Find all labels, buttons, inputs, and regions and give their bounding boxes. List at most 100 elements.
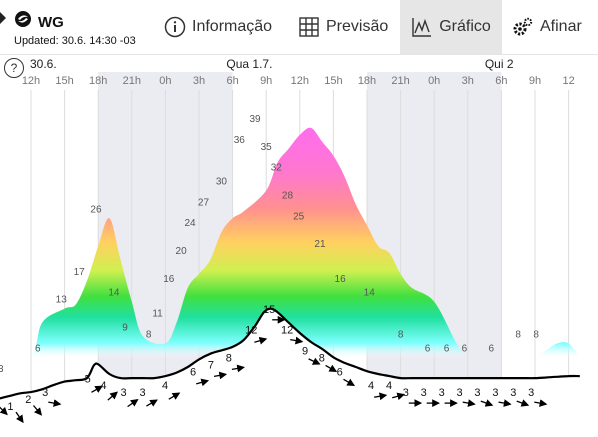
hour-tick-label: 21h [123, 75, 141, 87]
model-name: WG [38, 14, 64, 31]
hour-tick-label: 15h [324, 75, 342, 87]
gust-value-label: 21 [314, 239, 326, 250]
wind-value-label: 8 [226, 352, 232, 364]
wind-value-label: 3 [492, 387, 498, 399]
wind-value-label: 9 [302, 345, 308, 357]
tab-grafico[interactable]: Gráfico [400, 0, 502, 54]
wind-labels: 2123543346781215129864433333333 [0, 304, 548, 424]
gust-value-label: 8 [515, 329, 521, 340]
gust-labels: 3613172614981116202427303639353228252116… [0, 114, 539, 375]
wind-arrow-icon [308, 357, 321, 365]
wind-arrow-icon [213, 371, 228, 380]
hour-tick-label: 0h [428, 75, 440, 87]
wind-value-label: 5 [85, 373, 91, 385]
gust-value-label: 6 [444, 343, 450, 354]
top-bar: WG Updated: 30.6. 14:30 -03 Informação P… [0, 0, 598, 55]
gust-value-label: 8 [533, 329, 539, 340]
gust-value-label: 14 [364, 288, 376, 299]
wind-value-label: 12 [245, 325, 257, 337]
wind-arrow-icon [498, 399, 512, 407]
hour-tick-label: 12h [22, 75, 40, 87]
gust-value-label: 25 [293, 211, 305, 222]
gust-value-label: 8 [398, 329, 404, 340]
hour-tick-label: 9h [260, 75, 272, 87]
hour-tick-label: 6h [495, 75, 507, 87]
hour-tick-label: 3h [193, 75, 205, 87]
wind-value-label: 3 [439, 387, 445, 399]
wind-arrow-icon [168, 392, 181, 400]
hour-tick-label: 18h [358, 75, 376, 87]
day-label: Qua 1.7. [226, 57, 272, 71]
wind-value-label: 6 [337, 366, 343, 378]
wind-value-label: 4 [368, 380, 374, 392]
gust-value-label: 6 [462, 343, 468, 354]
wind-arrow-icon [33, 405, 43, 416]
gust-value-label: 39 [249, 114, 261, 125]
gust-value-label: 6 [35, 343, 41, 354]
hour-tick-label: 6h [226, 75, 238, 87]
wind-arrow-icon [480, 399, 494, 407]
hour-tick-label: 12 [562, 75, 574, 87]
hour-tick-label: 12h [291, 75, 309, 87]
tab-afinar-label: Afinar [540, 18, 582, 35]
gust-value-label: 17 [74, 267, 86, 278]
line-chart-icon [411, 16, 433, 38]
wind-line [0, 307, 580, 400]
wind-value-label: 15 [263, 304, 275, 316]
wind-arrow-icon [48, 399, 62, 407]
help-button[interactable]: ? [4, 58, 24, 78]
gust-value-label: 8 [146, 329, 152, 340]
gust-value-label: 13 [56, 295, 68, 306]
wind-arrow-icon [0, 406, 8, 416]
hour-tick-label: 21h [391, 75, 409, 87]
wind-value-label: 4 [162, 380, 168, 392]
tab-previsao[interactable]: Previsão [298, 0, 390, 54]
gust-value-label: 11 [152, 309, 163, 320]
gears-icon [512, 16, 534, 38]
wind-arrow-icon [290, 336, 304, 345]
wind-value-label: 3 [456, 387, 462, 399]
hour-tick-label: 15h [55, 75, 73, 87]
wind-value-label: 3 [140, 387, 146, 399]
wind-arrow-icon [146, 399, 158, 407]
wind-arrow-icon [196, 378, 210, 387]
gust-value-label: 20 [176, 246, 188, 257]
wind-value-label: 3 [120, 387, 126, 399]
wind-value-label: 8 [319, 352, 325, 364]
wind-value-label: 12 [281, 325, 293, 337]
wind-arrow-icon [107, 391, 118, 401]
wind-arrow-icon [231, 364, 245, 373]
day-label: Qui 2 [485, 57, 514, 71]
tab-afinar[interactable]: Afinar [512, 0, 598, 54]
wind-value-label: 3 [528, 387, 534, 399]
wind-arrow-icon [91, 385, 104, 393]
wind-chart: 12h 15h 18h 21h 0h 3h 6h 9h 12h 15h 18h 21h 0h 3h 6h 9h… [0, 57, 580, 437]
tab-informacao[interactable]: Informação [164, 0, 276, 54]
wind-arrow-icon [516, 399, 530, 407]
gust-value-label: 28 [282, 190, 294, 201]
wind-arrow-icon [325, 364, 338, 373]
gust-value-label: 26 [90, 204, 102, 215]
info-icon [164, 16, 186, 38]
tab-informacao-label: Informação [192, 18, 273, 35]
wind-value-label: 3 [510, 387, 516, 399]
gust-value-label: 6 [489, 343, 495, 354]
wind-arrow-icon [15, 411, 24, 424]
wind-arrow-icon [254, 336, 268, 345]
gust-value-label: 24 [184, 218, 196, 229]
gust-value-label: 9 [122, 322, 128, 333]
wind-value-label: 3 [42, 387, 48, 399]
gust-value-label: 3 [0, 364, 4, 375]
time-axis: 12h 15h 18h 21h 0h 3h 6h 9h 12h 15h 18h 21h 0h 3h 6h 9h… [22, 57, 575, 87]
gust-value-label: 32 [271, 163, 283, 174]
wind-value-label: 4 [100, 380, 106, 392]
left-arrow-icon[interactable] [0, 12, 6, 24]
wind-value-label: 3 [403, 387, 409, 399]
hour-tick-label: 0h [159, 75, 171, 87]
updated-timestamp: Updated: 30.6. 14:30 -03 [14, 35, 136, 47]
gust-value-label: 14 [108, 288, 120, 299]
tab-grafico-label: Gráfico [439, 18, 491, 35]
gust-value-label: 16 [163, 274, 175, 285]
hour-tick-label: 9h [529, 75, 541, 87]
gust-value-label: 6 [425, 343, 431, 354]
